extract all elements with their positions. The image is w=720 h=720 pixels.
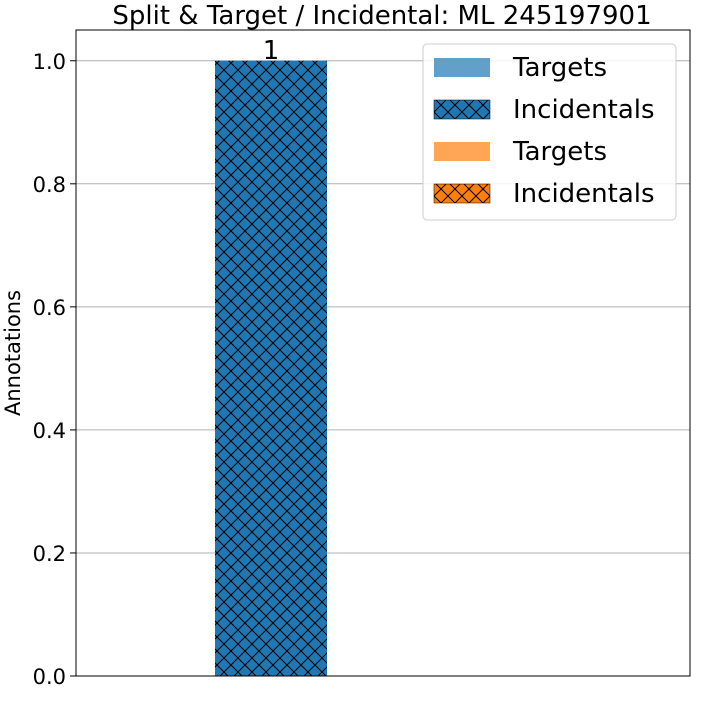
legend-swatch [434,142,490,161]
legend-swatch [433,99,491,120]
y-tick-label: 0.6 [33,296,66,320]
bars-group [215,60,327,677]
legend-label: Incidentals [513,179,655,209]
legend-swatch [434,58,490,77]
y-tick-label: 0.8 [33,173,66,197]
plot-frame [75,29,691,677]
y-axis: 0.0 0.2 0.4 0.6 0.8 1.0 [33,50,76,689]
legend-label: Targets [512,53,607,83]
y-tick-label: 0.4 [33,419,66,443]
legend-label: Targets [512,137,607,167]
bar-incidentals-0 [215,60,327,677]
y-tick-label: 1.0 [33,50,66,74]
y-tick-label: 0.2 [33,542,66,566]
y-axis-label: Annotations [1,290,25,416]
legend: Targets Incidentals Targets Incidentals [422,43,677,221]
legend-label: Incidentals [513,95,655,125]
y-tick-label: 0.0 [33,665,66,689]
chart-title: Split & Target / Incidental: ML 24519790… [112,1,651,31]
data-labels: 1 [263,36,280,66]
bar-value-label: 1 [263,36,280,66]
legend-box [422,43,677,221]
legend-swatch [433,183,491,204]
